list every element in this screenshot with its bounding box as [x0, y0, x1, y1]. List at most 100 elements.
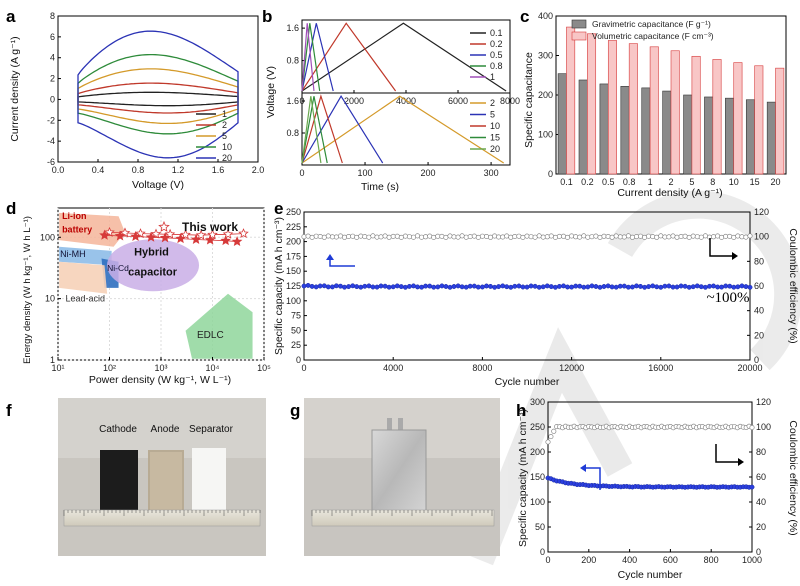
star-point [222, 228, 234, 239]
arrow-capacity [582, 467, 601, 490]
x-tick-label: 1000 [742, 555, 762, 565]
capacity-point [338, 283, 343, 289]
y-tick-label: 0 [50, 94, 55, 104]
pouch-cell [371, 429, 427, 513]
efficiency-point [309, 234, 315, 240]
capacity-point [597, 284, 603, 290]
panel-label-e: e [274, 199, 283, 218]
efficiency-point [333, 234, 339, 240]
efficiency-point [743, 234, 749, 240]
arrow-efficiency [715, 444, 742, 463]
panel-e-ylabel2: Coulombic efficiency (%) [787, 228, 799, 343]
panel-h-chart: 0 200 400 600 800 100005010015020025030002040… [517, 397, 799, 581]
y-tick-label: 250 [530, 422, 545, 432]
capacity-point [625, 284, 631, 290]
legend-swatch-1 [571, 31, 587, 41]
efficiency-point [354, 234, 360, 240]
efficiency-point [443, 234, 449, 240]
legend-label-20: 20 [490, 144, 500, 154]
panel-label-h: h [516, 401, 526, 420]
capacity-point [317, 283, 323, 289]
capacity-point [455, 283, 461, 289]
x-tick-label: 0.0 [52, 165, 65, 175]
panel-c-xlabel: Current density (A g⁻¹) [617, 187, 722, 199]
capacity-point [301, 283, 307, 289]
capacity-point [552, 284, 558, 290]
capacity-point [646, 284, 652, 290]
panel-d-ylabel: Energy density (W h kg⁻¹, W h L⁻¹) [22, 216, 33, 364]
efficiency-point [475, 234, 481, 240]
x-tick-label: 1.2 [172, 165, 185, 175]
region-label: Ni-MH [60, 249, 86, 259]
capacity-point [532, 283, 538, 289]
capacity-point [662, 283, 668, 289]
efficiency-point [483, 234, 489, 240]
gcd-curve-5 [301, 95, 384, 164]
capacity-point [435, 284, 441, 290]
legend-star-open [158, 220, 170, 232]
capacity-point [366, 283, 372, 289]
x-tick-label: 15 [750, 177, 760, 187]
panel-h-xlabel: Cycle number [618, 569, 683, 581]
region-hybrid [107, 239, 200, 292]
region-li-ion [59, 212, 126, 247]
capacity-point [467, 283, 473, 289]
capacity-point [386, 284, 392, 290]
y2-tick-label: 80 [756, 447, 766, 457]
bar-volumetric-2 [670, 50, 680, 175]
x-tick-label: 10³ [154, 363, 167, 373]
bar-gravimetric-15 [745, 99, 755, 175]
efficiency-point [406, 234, 412, 240]
bar-gravimetric-0.8 [620, 86, 630, 175]
bar-gravimetric-8 [704, 96, 714, 175]
x-tick-label: 300 [484, 168, 499, 178]
star-point [114, 230, 126, 241]
efficiency-point [719, 234, 725, 240]
capacity-point [707, 283, 712, 289]
gcd-curve-15 [301, 96, 328, 164]
x-tick-label: 4000 [383, 363, 403, 373]
y2-tick-label: 40 [756, 497, 766, 507]
capacity-point [749, 484, 755, 490]
x-tick-label: 8000 [500, 96, 520, 106]
star-point [99, 229, 110, 240]
star-point [150, 228, 162, 239]
efficiency-point [577, 234, 583, 240]
x-tick-label: 2 [668, 177, 673, 187]
efficiency-point [467, 234, 473, 240]
capacity-point [621, 283, 627, 289]
capacity-point [309, 283, 315, 289]
efficiency-point [435, 233, 441, 239]
efficiency-point [605, 234, 611, 240]
efficiency-point [552, 234, 558, 240]
arrow-capacity-head [326, 254, 334, 260]
star-point [180, 229, 191, 240]
capacity-point [479, 284, 485, 290]
region-label: Hybrid [134, 247, 169, 259]
region-label: Lead-acid [66, 293, 106, 303]
panel-e-chart: 0 4000 8000 12000 16000 200000255075100125150… [273, 207, 799, 388]
star-point [204, 234, 216, 245]
efficiency-point [301, 234, 307, 240]
bar-volumetric-5 [691, 55, 701, 175]
panel-d-chart: Li-ion battery Ni-MH Ni-Cd Hybrid capacitor Le… [22, 207, 271, 386]
y-tick-label: 100 [538, 130, 553, 140]
capacity-point [362, 283, 368, 289]
y-tick-label: 8 [50, 11, 55, 21]
capacity-point [638, 283, 643, 289]
y-tick-label: -2 [47, 115, 55, 125]
capacity-point [415, 284, 420, 290]
legend-label-0.2: 0.2 [490, 39, 503, 49]
y2-tick-label: 60 [754, 281, 764, 291]
star-point [119, 227, 131, 238]
capacity-point [727, 283, 733, 289]
efficiency-point [654, 234, 660, 240]
legend-label-20: 20 [222, 153, 232, 163]
capacity-point [321, 283, 327, 289]
y-tick-label: 150 [286, 266, 301, 276]
cv-curve-20 [77, 30, 239, 159]
region-ni-mh [59, 246, 112, 266]
capacity-point [451, 284, 457, 289]
capacity-point [650, 283, 656, 289]
y2-tick-label: 60 [756, 472, 766, 482]
